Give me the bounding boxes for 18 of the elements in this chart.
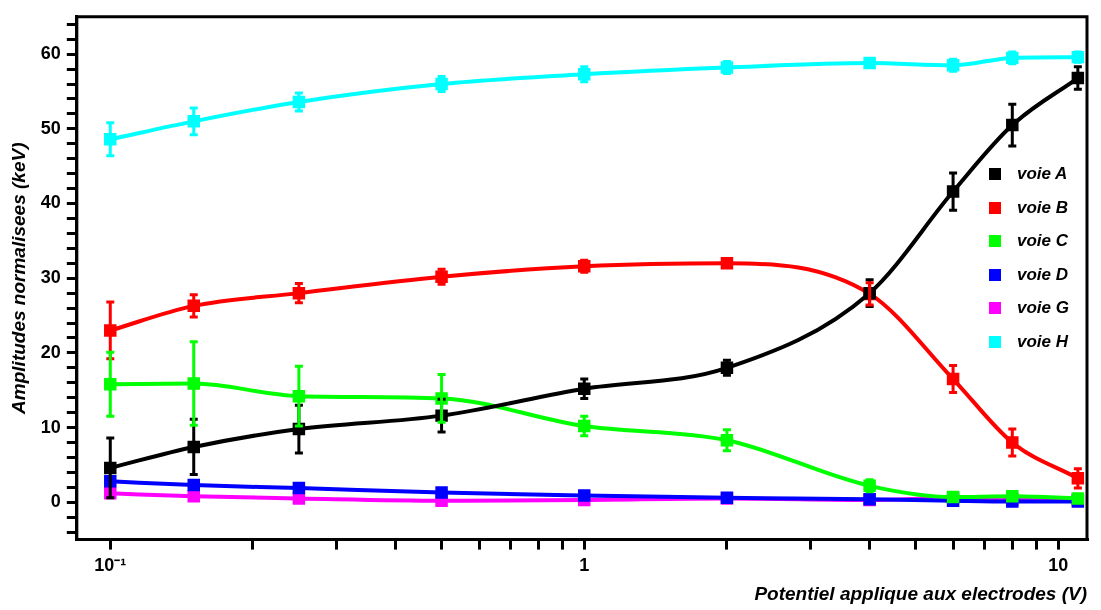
legend-label: voie G: [1017, 298, 1069, 319]
legend-label: voie A: [1017, 164, 1068, 185]
y-tick-label: 40: [40, 192, 61, 213]
x-tick-label: 1: [579, 555, 590, 576]
y-tick-label: 10: [40, 416, 61, 437]
legend-label: voie D: [1017, 264, 1069, 285]
legend-label: voie C: [1017, 231, 1069, 252]
legend-label: voie B: [1017, 197, 1069, 218]
x-axis-title: Potentiel applique aux electrodes (V): [754, 582, 1087, 604]
y-tick-label: 0: [50, 491, 61, 512]
y-tick-label: 30: [40, 267, 61, 288]
x-tick-label: 10⁻¹: [94, 555, 127, 576]
y-tick-label: 60: [40, 43, 61, 64]
legend-label: voie H: [1017, 331, 1069, 352]
x-tick-label: 10: [1048, 555, 1069, 576]
y-axis-title: Amplitudes normalisees (keV): [7, 142, 29, 415]
y-tick-label: 20: [40, 341, 61, 362]
y-tick-label: 50: [40, 117, 61, 138]
